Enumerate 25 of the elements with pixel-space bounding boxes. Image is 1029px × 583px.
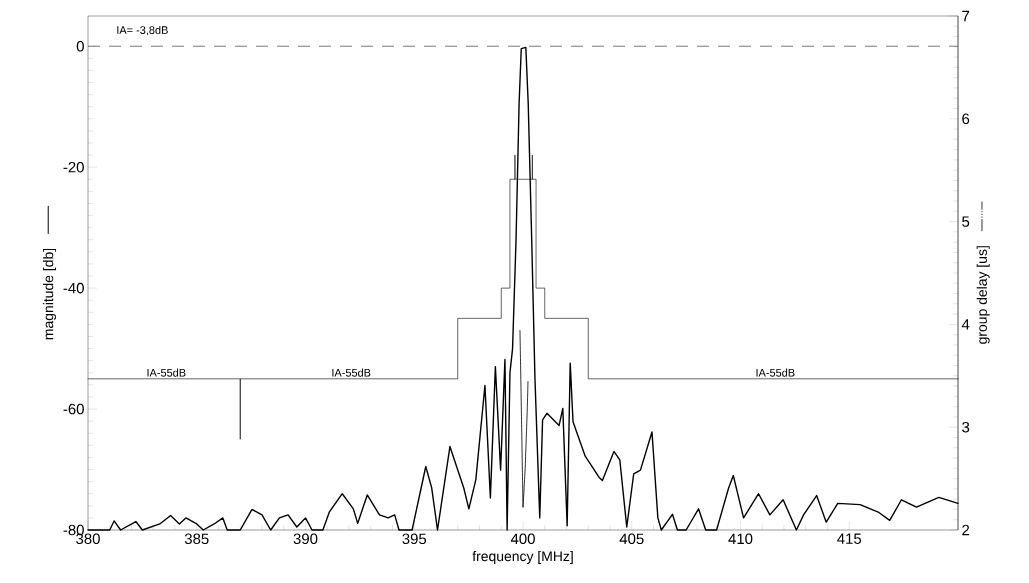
y2-tick-label: 3 [962,421,970,433]
x-axis-title: frequency [MHz] [472,550,573,564]
y-tick-label: -60 [63,403,84,415]
y-tick-label: -20 [63,161,84,173]
y2-tick-label: 7 [962,10,970,22]
x-tick-label: 400 [510,533,535,545]
x-tick-label: 410 [728,533,753,545]
y2-tick-label: 4 [961,319,970,330]
y-tick-label: -40 [63,282,84,294]
y2-tick-label: 2 [962,524,970,536]
annotation: IA-55dB [756,368,795,377]
y2-tick-label: 5 [962,216,970,227]
line-series [519,330,529,508]
x-tick-label: 405 [619,533,644,545]
y-axis-title: magnitude [db] [43,248,57,340]
y2-tick-label: 6 [962,113,970,125]
x-tick-label: 395 [402,533,427,545]
y-tick-label: 0 [76,40,84,52]
annotation: IA-55dB [332,368,371,377]
x-tick-label: 415 [837,533,862,544]
x-tick-label: 385 [184,533,209,545]
x-tick-label: 390 [293,533,318,545]
y2-axis-title: group delay [us] [976,246,990,344]
annotation: IA-55dB [147,368,186,377]
annotation: IA= -3,8dB [117,25,168,36]
